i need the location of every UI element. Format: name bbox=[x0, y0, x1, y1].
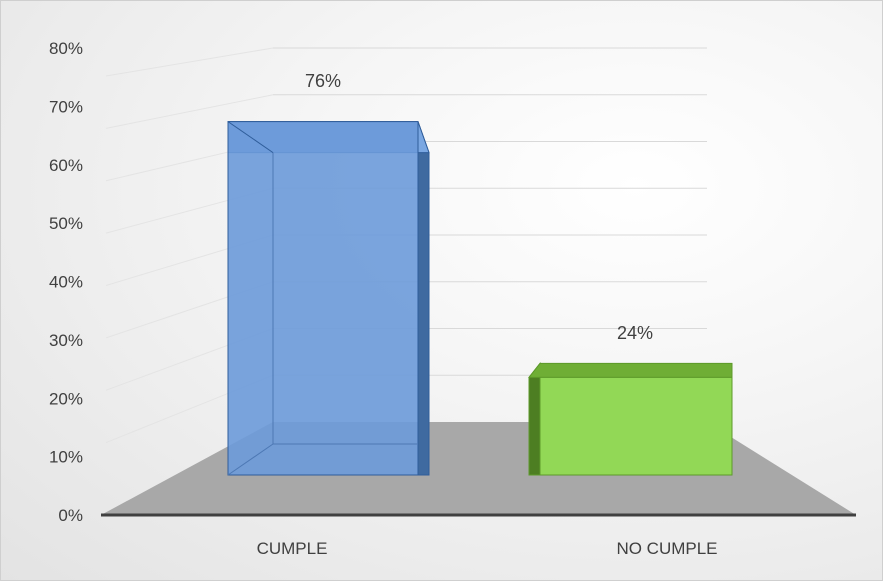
chart-floor bbox=[101, 422, 856, 515]
y-tick-label: 10% bbox=[49, 448, 83, 467]
y-tick-label: 0% bbox=[58, 506, 83, 525]
bar-edge bbox=[227, 121, 274, 154]
bar-cumple bbox=[227, 121, 419, 476]
y-tick-label: 50% bbox=[49, 214, 83, 233]
bar-no-cumple bbox=[539, 376, 733, 476]
y-tick-label: 70% bbox=[49, 97, 83, 116]
y-tick-label: 40% bbox=[49, 273, 83, 292]
x-tick-label: CUMPLE bbox=[257, 539, 328, 558]
y-tick-label: 60% bbox=[49, 156, 83, 175]
bar-side bbox=[417, 121, 430, 476]
y-tick-label: 80% bbox=[49, 39, 83, 58]
data-label: 76% bbox=[305, 71, 341, 91]
bar-edge bbox=[227, 443, 274, 476]
bar-top bbox=[527, 362, 733, 378]
x-tick-label: NO CUMPLE bbox=[616, 539, 717, 558]
y-tick-label: 20% bbox=[49, 389, 83, 408]
y-tick-label: 30% bbox=[49, 331, 83, 350]
data-label: 24% bbox=[617, 323, 653, 343]
bar-side bbox=[528, 361, 541, 476]
side-gridline bbox=[105, 94, 274, 129]
side-gridline bbox=[105, 47, 274, 77]
